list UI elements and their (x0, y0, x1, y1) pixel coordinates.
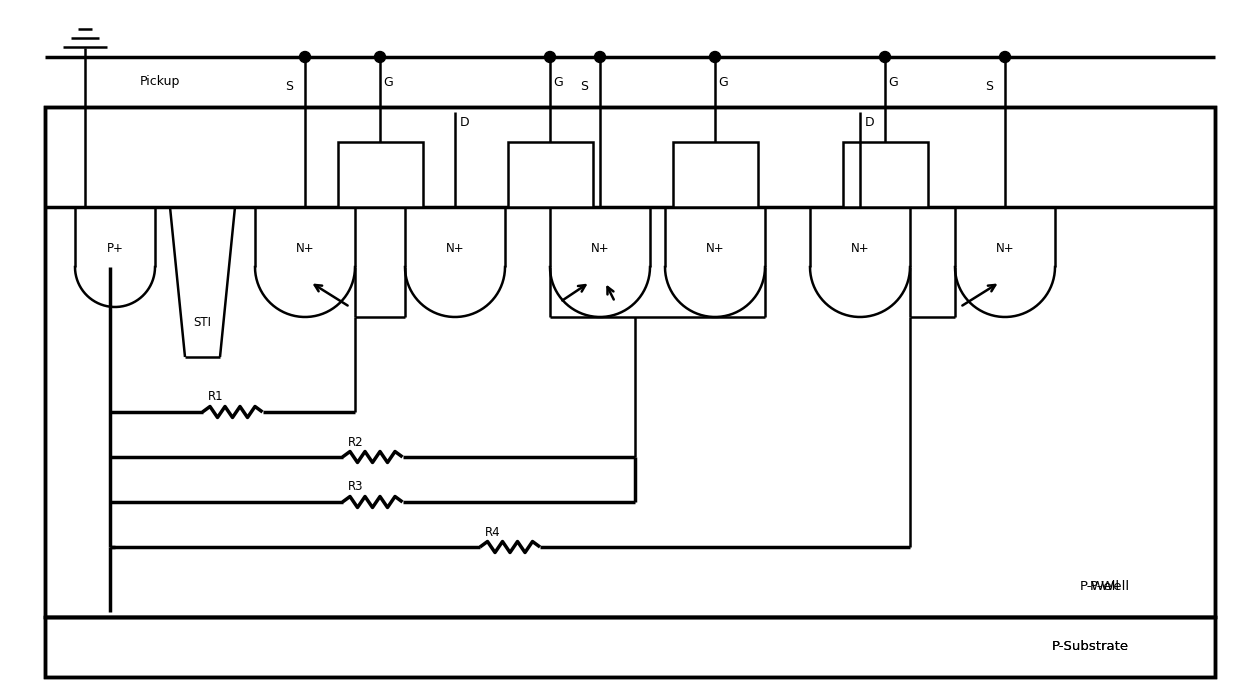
Text: P-Substrate: P-Substrate (1052, 641, 1128, 653)
Bar (45, 107, 1215, 617)
Text: STI: STI (193, 316, 212, 329)
Text: S: S (580, 80, 588, 93)
Bar (842, 142, 928, 207)
Text: P-Well: P-Well (1080, 581, 1120, 594)
Text: N+: N+ (295, 242, 314, 255)
Bar (337, 142, 423, 207)
Circle shape (300, 51, 310, 62)
Text: N+: N+ (706, 242, 724, 255)
Text: N+: N+ (996, 242, 1014, 255)
Text: P+: P+ (107, 242, 124, 255)
Bar (507, 142, 593, 207)
Circle shape (709, 51, 720, 62)
Text: S: S (285, 80, 293, 93)
Text: P-Substrate: P-Substrate (1052, 641, 1128, 653)
Circle shape (999, 51, 1011, 62)
Text: G: G (888, 75, 898, 89)
Text: G: G (383, 75, 393, 89)
Bar (672, 142, 758, 207)
Circle shape (544, 51, 556, 62)
Text: P-Well: P-Well (1090, 581, 1130, 594)
Text: D: D (866, 116, 874, 129)
Bar (45, 617, 1215, 677)
Text: R2: R2 (347, 435, 363, 448)
Text: N+: N+ (851, 242, 869, 255)
Text: N+: N+ (445, 242, 464, 255)
Bar (45, 107, 1215, 617)
Text: Pickup: Pickup (140, 75, 180, 89)
Text: G: G (553, 75, 563, 89)
Text: G: G (718, 75, 728, 89)
Text: N+: N+ (590, 242, 609, 255)
Circle shape (879, 51, 890, 62)
Circle shape (374, 51, 386, 62)
Circle shape (594, 51, 605, 62)
Text: R4: R4 (485, 525, 501, 538)
Text: D: D (460, 116, 470, 129)
Text: R1: R1 (207, 390, 223, 403)
Text: S: S (985, 80, 993, 93)
Bar (45, 617, 1215, 677)
Text: R3: R3 (347, 480, 363, 493)
